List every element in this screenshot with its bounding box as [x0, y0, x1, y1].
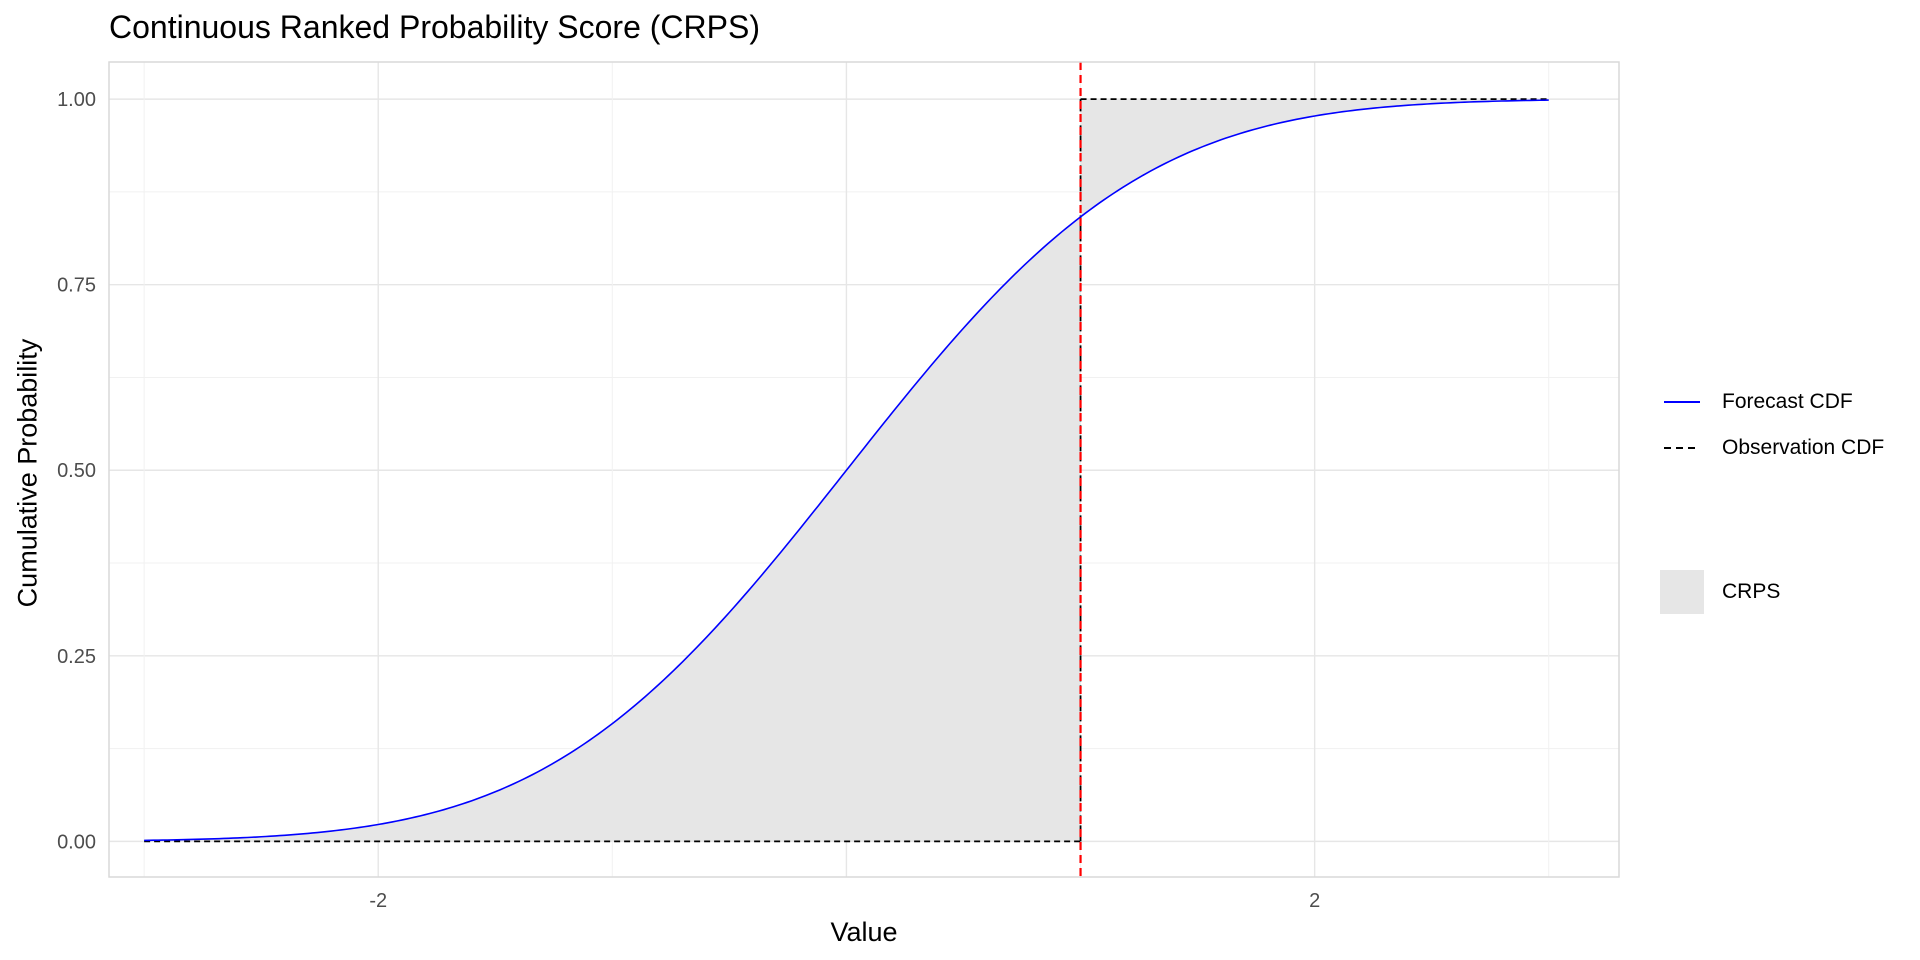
- legend-item-observation-cdf: Observation CDF: [1660, 426, 1884, 470]
- chart-title: Continuous Ranked Probability Score (CRP…: [109, 9, 760, 45]
- y-axis-label: Cumulative Probability: [12, 338, 43, 608]
- y-tick-label: 0.25: [57, 646, 96, 668]
- legend-item-forecast-cdf: Forecast CDF: [1660, 380, 1853, 424]
- legend-key-forecast-cdf: [1660, 380, 1704, 424]
- plot-panel-border: [108, 61, 1620, 878]
- y-tick-label: 1.00: [57, 89, 96, 111]
- legend-key-crps: [1660, 570, 1704, 614]
- x-tick-labels: -2 2: [369, 890, 1320, 912]
- x-axis-label: Value: [830, 917, 898, 947]
- legend-label-forecast-cdf: Forecast CDF: [1722, 390, 1853, 413]
- crps-area-right: [1080, 99, 1549, 217]
- legend-key-observation-cdf: [1660, 426, 1704, 470]
- forecast-cdf-line: [144, 99, 1549, 842]
- legend-item-crps: CRPS: [1660, 570, 1780, 614]
- crps-fill-layer: [144, 99, 1549, 842]
- x-tick-label: -2: [369, 890, 387, 912]
- y-tick-labels: 0.00 0.25 0.50 0.75 1.00: [57, 89, 96, 853]
- legend-label-observation-cdf: Observation CDF: [1722, 436, 1885, 459]
- y-tick-label: 0.75: [57, 275, 96, 297]
- y-tick-label: 0.00: [57, 831, 96, 853]
- line-layer: [144, 62, 1549, 877]
- x-tick-label: 2: [1309, 890, 1320, 912]
- crps-area-left: [144, 216, 1081, 842]
- y-tick-label: 0.50: [57, 460, 96, 482]
- legend-label-crps: CRPS: [1722, 580, 1781, 603]
